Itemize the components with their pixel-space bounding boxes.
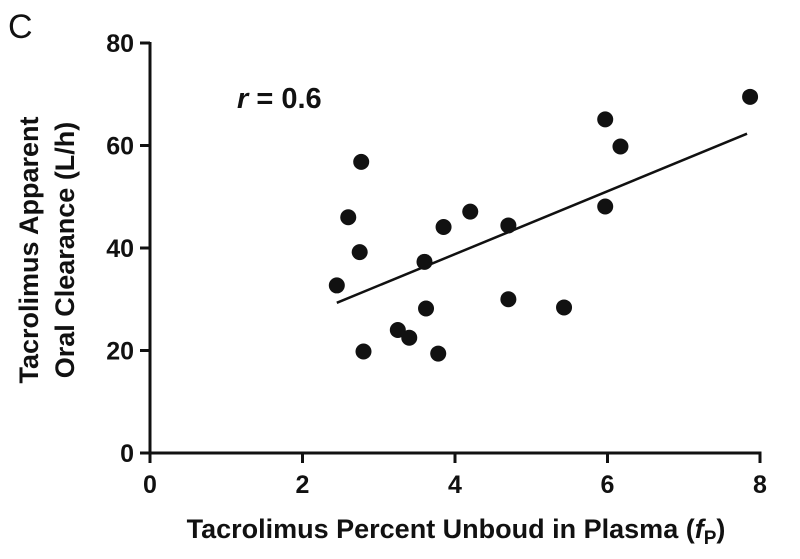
data-point: [462, 203, 479, 220]
x-axis-title-italic: f: [695, 514, 707, 544]
data-point: [355, 343, 372, 360]
y-tick-label: 40: [106, 235, 134, 263]
x-axis-title-subscript: P: [704, 528, 717, 549]
y-tick-label: 20: [106, 338, 134, 366]
regression-line-group: [336, 132, 748, 304]
x-axis-title-main: Tacrolimus Percent Unboud in Plasma (: [187, 514, 695, 544]
data-point: [597, 111, 614, 128]
regression-line: [336, 132, 748, 304]
y-tick-label: 80: [106, 30, 134, 58]
x-tick-label: 0: [143, 471, 157, 499]
y-axis-title: Tacrolimus Apparent Oral Clearance (L/h): [14, 116, 80, 383]
data-point: [430, 345, 447, 362]
y-tick-label: 60: [106, 133, 134, 161]
data-point: [389, 322, 406, 338]
data-point: [353, 153, 370, 170]
data-points: [328, 88, 759, 362]
x-tick-label: 8: [753, 471, 767, 499]
x-tick-label: 2: [296, 471, 310, 499]
data-point: [500, 217, 517, 234]
x-axis-title-close: ): [716, 514, 725, 544]
y-axis-title-line1: Tacrolimus Apparent: [14, 116, 44, 383]
x-tick-label: 4: [448, 471, 462, 499]
correlation-symbol: r: [237, 83, 250, 115]
x-axis-title: Tacrolimus Percent Unboud in Plasma (fP): [187, 514, 726, 549]
data-point: [612, 138, 629, 155]
data-point: [416, 253, 433, 270]
data-point: [597, 198, 614, 215]
y-tick-label: 0: [120, 440, 134, 468]
data-point: [328, 277, 345, 294]
data-point: [401, 329, 418, 346]
x-tick-label: 6: [601, 471, 615, 499]
data-point: [500, 291, 517, 308]
data-point: [351, 244, 368, 261]
y-axis-title-line2: Oral Clearance (L/h): [50, 122, 80, 379]
data-point: [418, 300, 435, 317]
panel-label: C: [8, 8, 33, 46]
correlation-annotation: r = 0.6: [237, 83, 322, 115]
data-point: [742, 88, 759, 105]
data-point: [556, 299, 573, 316]
correlation-value: = 0.6: [248, 83, 321, 115]
data-point: [340, 209, 357, 226]
data-point: [435, 218, 452, 235]
